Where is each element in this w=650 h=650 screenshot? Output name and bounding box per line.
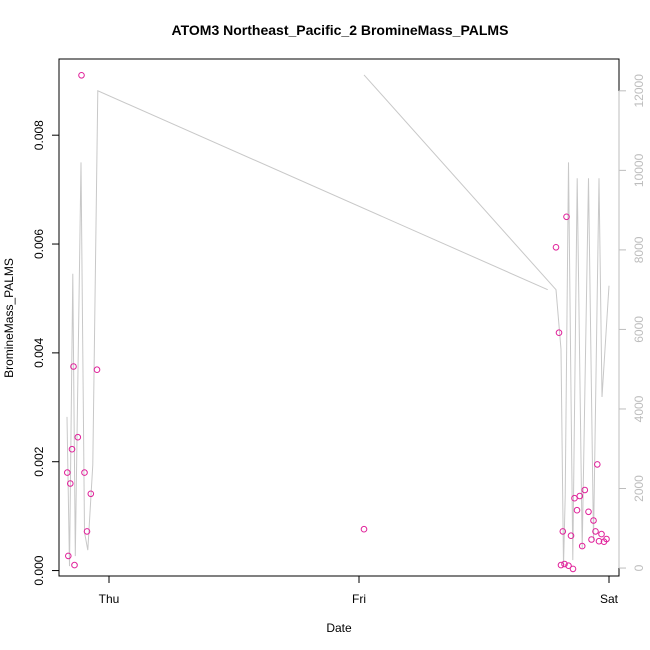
- y2-tick-label-3: 6000: [632, 316, 646, 343]
- data-point-0: [64, 469, 71, 476]
- x-tick-label-1: Fri: [352, 592, 366, 606]
- series-layer: [64, 72, 610, 573]
- y-tick-label-0: 0.000: [32, 555, 46, 585]
- x-tick-label-2: Sat: [600, 592, 619, 606]
- data-point-13: [552, 244, 560, 251]
- data-point-7: [78, 72, 85, 79]
- y-axis-label: BromineMass_PALMS: [2, 258, 16, 378]
- data-point-29: [590, 517, 597, 524]
- y2-tick-label-6: 12000: [632, 74, 646, 108]
- data-point-22: [571, 494, 578, 502]
- y2-tick-label-1: 2000: [632, 475, 646, 502]
- data-point-8: [81, 469, 88, 476]
- data-point-4: [70, 363, 77, 370]
- chart-title: ATOM3 Northeast_Pacific_2 BromineMass_PA…: [172, 22, 509, 38]
- series-line-segment-1: [363, 74, 610, 567]
- x-axis-label: Date: [326, 621, 352, 635]
- data-point-10: [87, 490, 95, 498]
- data-point-24: [576, 492, 584, 500]
- data-point-18: [563, 213, 570, 221]
- data-point-30: [592, 528, 599, 535]
- data-point-11: [93, 366, 101, 374]
- x-tick-label-0: Thu: [99, 592, 120, 606]
- y-tick-label-3: 0.006: [32, 229, 46, 259]
- data-point-35: [603, 535, 610, 543]
- data-point-31: [594, 461, 601, 468]
- data-point-20: [567, 532, 575, 540]
- y2-tick-label-5: 10000: [632, 153, 646, 187]
- data-point-33: [598, 530, 605, 538]
- data-point-5: [71, 561, 78, 569]
- data-point-19: [565, 562, 572, 570]
- data-point-2: [67, 480, 74, 487]
- data-point-25: [578, 542, 586, 550]
- data-point-26: [581, 486, 589, 494]
- axis-layer: Thu Fri Sat 0.000 0.002 0.004 0.006 0.008 0 2000 4…: [32, 74, 646, 606]
- data-point-6: [74, 433, 82, 441]
- data-point-17: [561, 560, 568, 568]
- y-tick-label-4: 0.008: [32, 120, 46, 150]
- data-point-3: [68, 445, 76, 453]
- data-point-16: [559, 528, 567, 535]
- y-tick-label-2: 0.004: [32, 338, 46, 368]
- data-point-23: [573, 506, 581, 514]
- data-point-32: [595, 537, 603, 545]
- data-point-9: [83, 528, 91, 535]
- data-point-28: [588, 536, 595, 543]
- y2-tick-label-2: 4000: [632, 395, 646, 422]
- y2-tick-label-0: 0: [632, 564, 646, 571]
- data-point-12: [360, 525, 368, 533]
- data-point-21: [569, 565, 577, 573]
- data-point-15: [557, 561, 565, 569]
- y2-tick-label-4: 8000: [632, 236, 646, 263]
- data-point-14: [555, 329, 563, 337]
- data-point-1: [65, 552, 72, 560]
- data-point-27: [585, 508, 592, 516]
- series-line-segment-0: [66, 90, 548, 567]
- y-tick-label-1: 0.002: [32, 446, 46, 476]
